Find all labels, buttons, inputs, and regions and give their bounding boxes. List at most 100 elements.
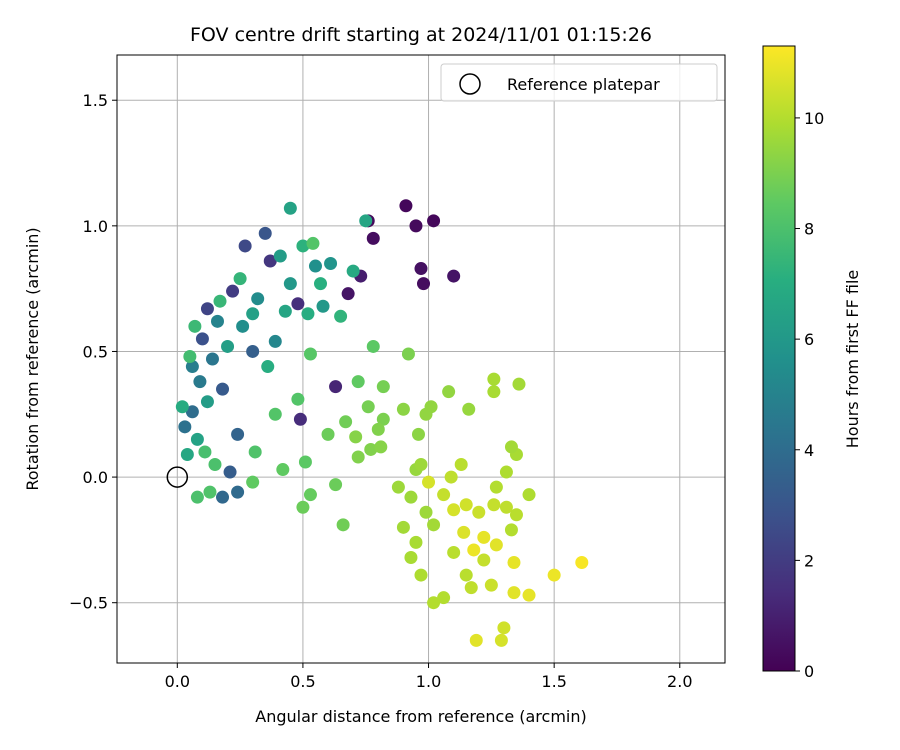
data-point [411, 427, 425, 441]
data-point [175, 400, 189, 414]
data-point [213, 294, 227, 308]
data-point [376, 380, 390, 394]
data-point [512, 377, 526, 391]
y-tick-label: 1.0 [83, 217, 108, 236]
data-point [236, 319, 250, 333]
legend: Reference platepar [440, 63, 718, 102]
data-point [283, 201, 297, 215]
colorbar-tick-label: 4 [804, 441, 814, 460]
data-point [308, 259, 322, 273]
data-point [401, 347, 415, 361]
data-point [341, 287, 355, 301]
data-point [459, 568, 473, 582]
colorbar-tick-label: 10 [804, 109, 824, 128]
data-point [371, 422, 385, 436]
data-point [467, 543, 481, 557]
data-point [396, 402, 410, 416]
data-point [419, 407, 433, 421]
data-point [303, 347, 317, 361]
data-point [276, 463, 290, 477]
data-point [195, 332, 209, 346]
data-point [447, 269, 461, 283]
data-point [208, 458, 222, 472]
data-point [376, 412, 390, 426]
data-point [246, 475, 260, 489]
data-point [185, 405, 199, 419]
data-point [399, 199, 413, 213]
x-tick-label: 1.0 [416, 672, 441, 691]
data-point [419, 505, 433, 519]
data-point [263, 254, 277, 268]
data-point [268, 334, 282, 348]
data-point [180, 447, 194, 461]
data-point [487, 372, 501, 386]
data-point [329, 380, 343, 394]
data-point [183, 349, 197, 363]
data-point [210, 314, 224, 328]
data-point [296, 500, 310, 514]
data-point [231, 427, 245, 441]
data-point [454, 458, 468, 472]
data-point [178, 420, 192, 434]
data-point [188, 319, 202, 333]
data-point [298, 455, 312, 469]
data-point [216, 490, 230, 504]
data-point [283, 277, 297, 291]
data-point [484, 578, 498, 592]
data-point [334, 309, 348, 323]
data-point [494, 633, 508, 647]
data-point [291, 297, 305, 311]
data-point [359, 214, 373, 228]
data-point [447, 503, 461, 517]
y-tick-label: 1.5 [83, 91, 108, 110]
data-point [547, 568, 561, 582]
data-point [427, 596, 441, 610]
y-tick-label: −0.5 [69, 594, 108, 613]
data-point [504, 440, 518, 454]
data-point [409, 535, 423, 549]
data-point [200, 395, 214, 409]
data-point [314, 277, 328, 291]
data-point [414, 262, 428, 276]
x-axis-label: Angular distance from reference (arcmin) [255, 707, 586, 726]
data-point [427, 518, 441, 532]
data-points [175, 199, 589, 647]
data-point [477, 530, 491, 544]
data-point [205, 352, 219, 366]
data-point [303, 488, 317, 502]
data-point [489, 538, 503, 552]
data-point [346, 264, 360, 278]
data-point [268, 407, 282, 421]
data-point [422, 475, 436, 489]
data-point [396, 520, 410, 534]
data-point [278, 304, 292, 318]
data-point [339, 415, 353, 429]
x-axis: 0.0 0.5 1.0 1.5 2.0 [165, 663, 693, 691]
data-point [361, 400, 375, 414]
data-point [374, 440, 388, 454]
data-point [487, 498, 501, 512]
data-point [442, 385, 456, 399]
data-point [497, 621, 511, 635]
colorbar-ticks: 0 2 4 6 8 10 [795, 109, 824, 681]
data-point [190, 432, 204, 446]
data-point [221, 339, 235, 353]
y-axis-label: Rotation from reference (arcmin) [23, 227, 42, 490]
data-point [216, 382, 230, 396]
data-point [489, 480, 503, 494]
colorbar: 0 2 4 6 8 10 Hours from first FF file [762, 45, 862, 681]
plot-frame [116, 54, 726, 664]
data-point [404, 490, 418, 504]
data-point [366, 231, 380, 245]
data-point [507, 556, 521, 570]
chart-title: FOV centre drift starting at 2024/11/01 … [190, 24, 652, 46]
data-point [427, 214, 441, 228]
legend-label: Reference platepar [507, 75, 660, 94]
data-point [464, 581, 478, 595]
data-point [351, 375, 365, 389]
data-point [462, 402, 476, 416]
data-point [200, 302, 214, 316]
x-tick-label: 0.5 [290, 672, 315, 691]
legend-box [440, 63, 718, 102]
data-point [316, 299, 330, 313]
